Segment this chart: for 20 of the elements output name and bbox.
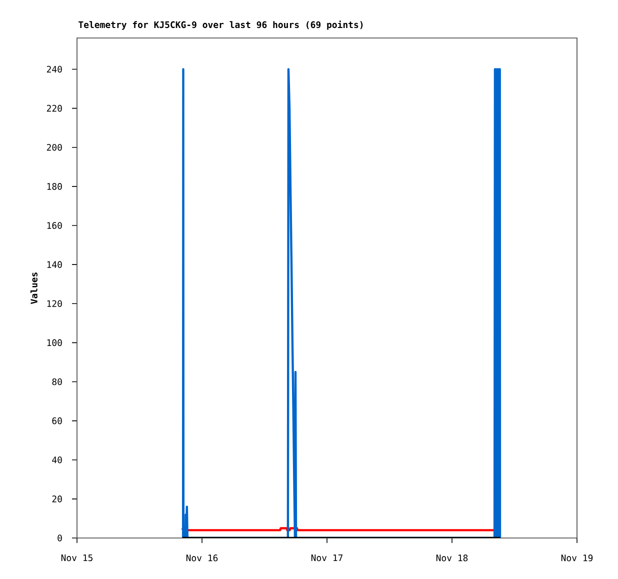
y-axis-title: Values	[30, 272, 38, 304]
y-tick-label: 0	[58, 534, 62, 542]
y-tick-label: 40	[52, 456, 62, 464]
y-tick-label: 240	[46, 66, 62, 73]
y-tick-label: 20	[52, 496, 62, 502]
x-tick-label: Nov 15	[61, 554, 92, 562]
chart-title: Telemetry for KJ5CKG-9 over last 96 hours (69 points)	[78, 20, 363, 30]
y-tick-label: 80	[52, 378, 62, 386]
x-tick-label: Nov 16	[186, 554, 218, 562]
x-tick-label: Nov 19	[561, 554, 593, 562]
y-tick-label: 200	[46, 144, 62, 151]
y-tick-label: 60	[52, 417, 62, 424]
y-tick-label: 120	[47, 300, 62, 308]
y-tick-label: 180	[47, 183, 62, 190]
x-tick-label: Nov 18	[436, 554, 468, 562]
y-tick-label: 100	[47, 339, 62, 346]
y-tick-label: 160	[47, 222, 62, 229]
y-tick-label: 140	[47, 261, 62, 268]
y-tick-label: 220	[46, 104, 62, 112]
x-tick-label: Nov 17	[311, 554, 343, 562]
